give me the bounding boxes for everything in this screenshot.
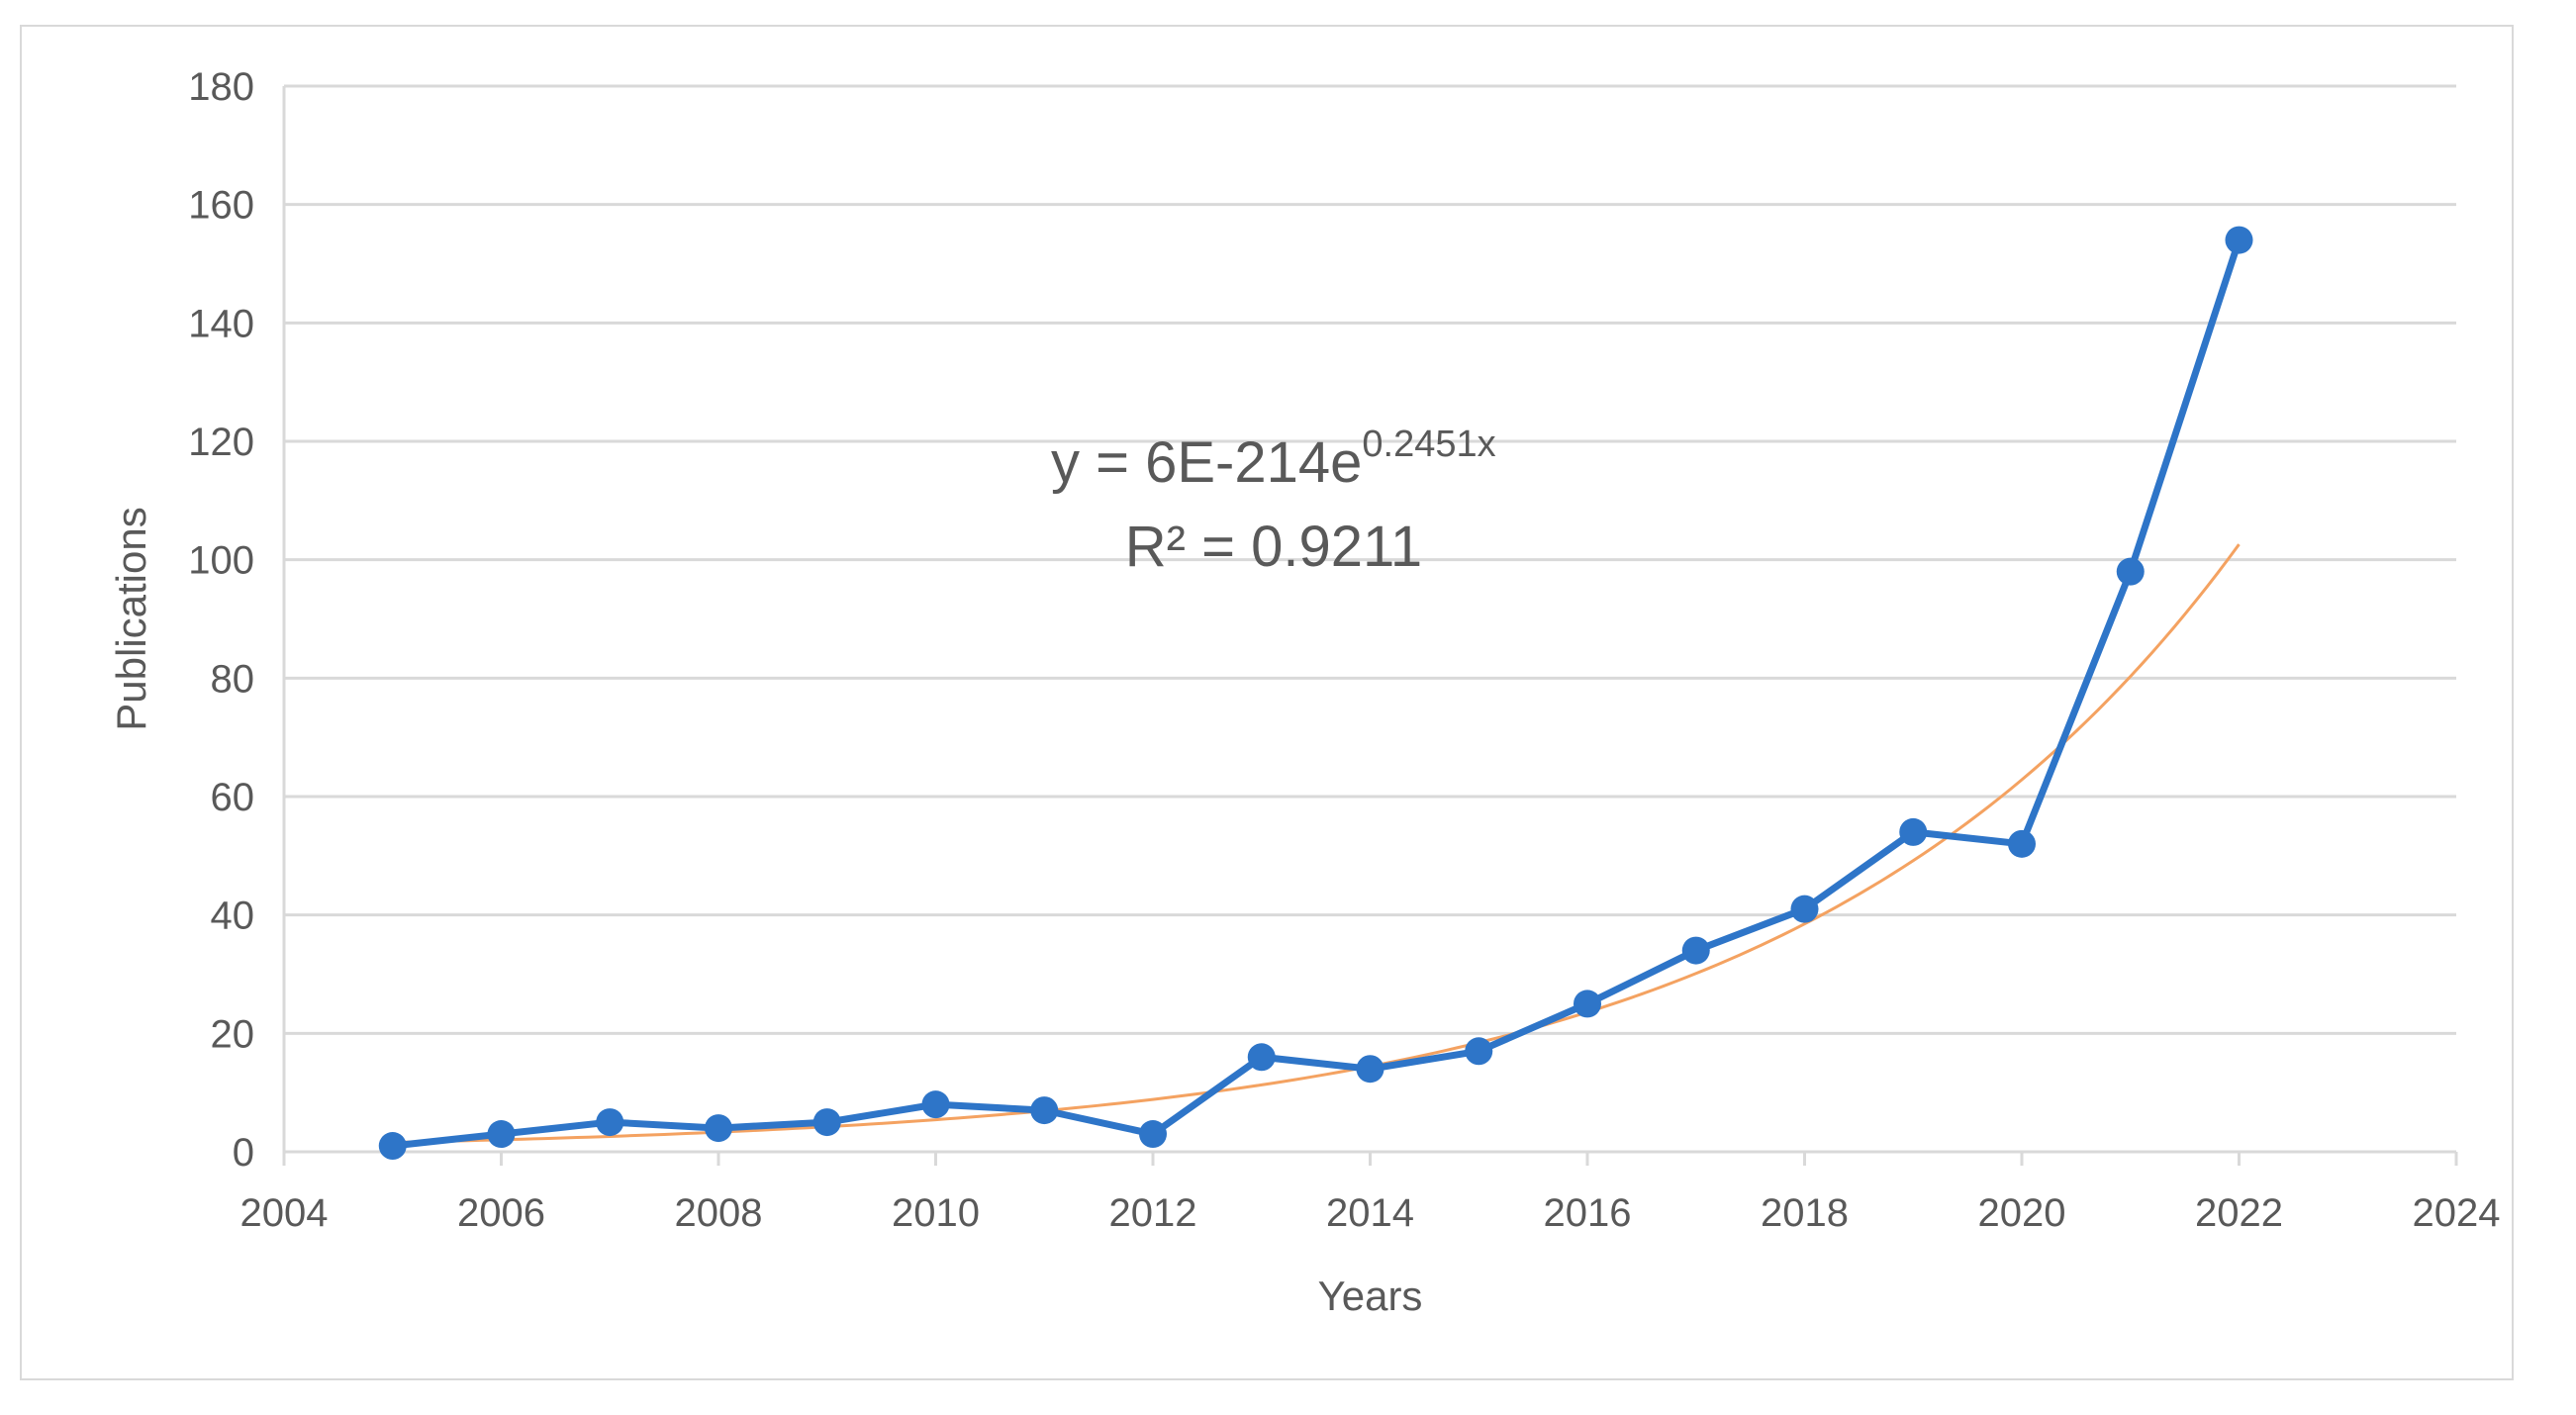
x-tick-label: 2012 [1109,1191,1197,1235]
data-point [2008,829,2036,858]
x-tick-label: 2014 [1326,1191,1414,1235]
data-point [1247,1043,1276,1072]
trendline-equation-exponent: 0.2451x [1362,424,1495,465]
grid-lines [284,84,2456,1035]
y-axis-title: Publications [108,507,154,730]
data-point [596,1108,624,1137]
y-tick-label: 120 [188,421,254,464]
chart-svg: 2004 2006 2008 2010 2012 2014 2016 2018 2020 2022… [108,65,2501,1319]
x-tick-label: 2018 [1761,1191,1849,1235]
data-point [705,1114,732,1143]
data-point [1356,1055,1384,1084]
trendline-r-squared: R² = 0.9211 [1125,515,1422,579]
chart-frame: 2004 2006 2008 2010 2012 2014 2016 2018 2020 2022… [20,25,2514,1380]
x-tick-label: 2006 [457,1191,545,1235]
data-point [1574,990,1601,1018]
data-point [1790,895,1819,923]
data-point [378,1132,407,1161]
data-point [812,1108,841,1137]
y-tick-label: 40 [211,895,255,938]
data-point [1681,936,1710,965]
y-tick-label: 160 [188,184,254,228]
y-tick-label: 100 [188,539,254,583]
data-point [1465,1037,1493,1066]
y-tick-label: 0 [233,1131,254,1175]
x-axis-title: Years [1318,1273,1423,1319]
trendline-equation-base: y = 6E-214e [1051,430,1362,495]
x-tick-labels: 2004 2006 2008 2010 2012 2014 2016 2018 2020 2022… [240,1152,2501,1235]
data-point [2116,557,2145,586]
y-tick-label: 60 [211,776,255,819]
x-tick-label: 2024 [2413,1191,2501,1235]
trendline-equation: y = 6E-214e0.2451x [1051,424,1496,495]
x-tick-label: 2008 [675,1191,763,1235]
data-point [1899,817,1928,846]
x-tick-label: 2016 [1544,1191,1632,1235]
data-point [1139,1120,1167,1149]
data-point [1030,1096,1059,1125]
y-tick-label: 180 [188,65,254,109]
data-point [921,1090,950,1119]
x-tick-label: 2020 [1978,1191,2066,1235]
y-tick-labels: 0 20 40 60 80 100 120 140 160 180 [188,65,254,1175]
trendline [392,543,2241,1144]
data-point [2225,226,2253,254]
x-tick-label: 2022 [2195,1191,2283,1235]
x-tick-label: 2004 [240,1191,329,1235]
data-point [487,1120,516,1149]
x-tick-label: 2010 [892,1191,980,1235]
y-tick-label: 80 [211,657,255,701]
y-tick-label: 140 [188,302,254,345]
y-tick-label: 20 [211,1012,255,1056]
data-points [378,226,2253,1161]
series-line [392,238,2242,1150]
